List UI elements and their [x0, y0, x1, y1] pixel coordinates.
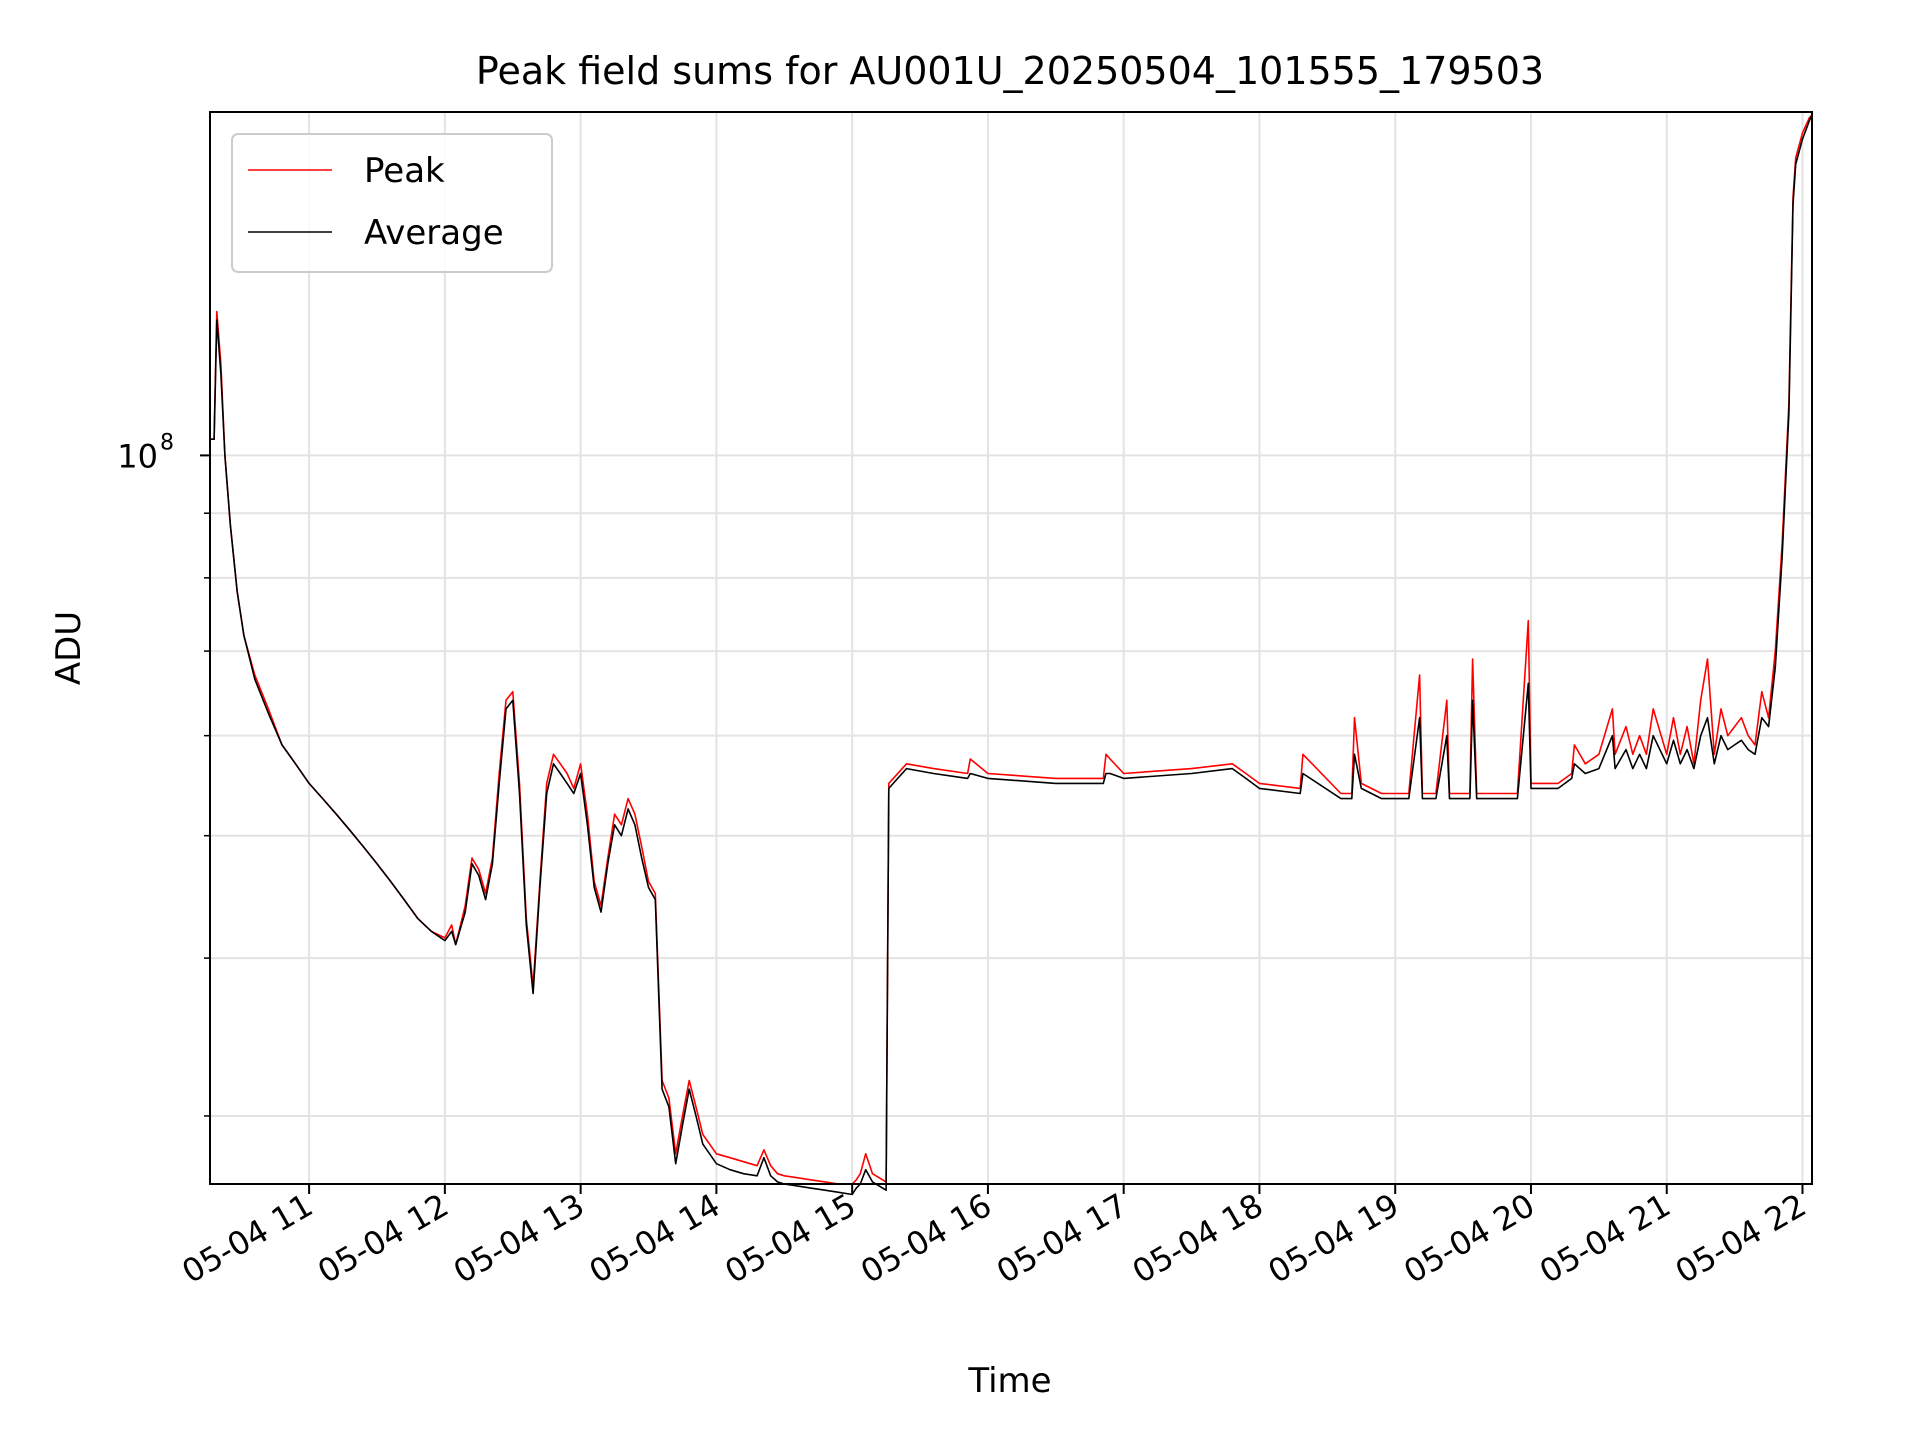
plot-frame [209, 111, 1813, 1185]
x-axis-label: Time [967, 1361, 1051, 1401]
y-tick-label: 10 [117, 437, 158, 475]
legend: Peak Average [231, 133, 553, 273]
grid [210, 112, 1812, 1184]
series-line-peak [210, 114, 1813, 1185]
y-tick-label-exponent: 8 [160, 430, 174, 455]
chart-title: Peak field sums for AU001U_20250504_1015… [476, 49, 1544, 93]
y-axis: 10 8 [117, 430, 210, 1117]
legend-label-average: Average [364, 213, 504, 253]
legend-box [231, 133, 553, 273]
legend-label-peak: Peak [364, 151, 445, 191]
y-axis-label: ADU [49, 611, 89, 685]
